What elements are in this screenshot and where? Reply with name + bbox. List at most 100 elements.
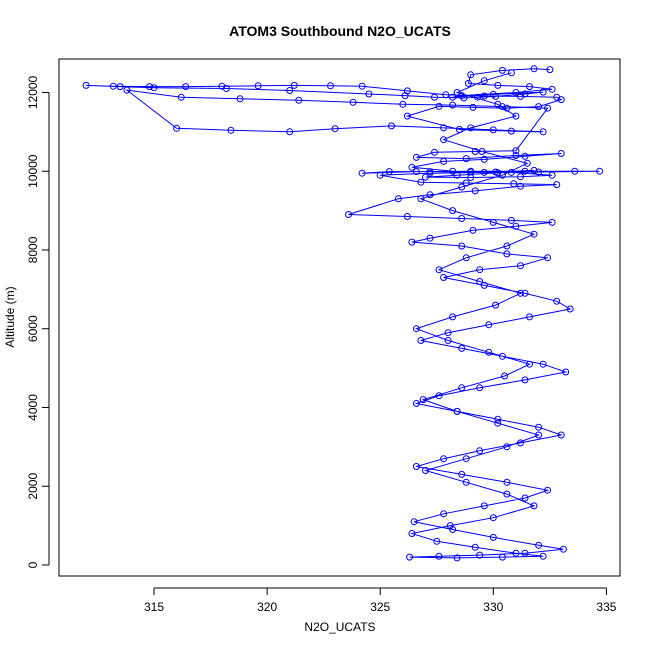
data-point (494, 81, 502, 89)
data-point (467, 71, 475, 79)
data-point (517, 262, 524, 270)
data-point (480, 92, 488, 100)
x-tick-label: 325 (370, 600, 390, 614)
data-point (426, 191, 434, 199)
data-point (449, 167, 457, 175)
data-point (426, 234, 434, 242)
data-point (385, 168, 393, 176)
data-point (444, 337, 452, 344)
data-point (535, 103, 543, 111)
data-point (535, 168, 543, 176)
data-point (539, 128, 547, 136)
data-point (548, 85, 556, 93)
data-point (512, 222, 520, 230)
data-point (530, 502, 538, 510)
data-point (462, 155, 470, 163)
data-point (485, 321, 493, 329)
data-point (489, 218, 497, 226)
series-layer (82, 65, 604, 562)
data-point (539, 552, 547, 560)
data-point (403, 87, 411, 95)
data-point (173, 124, 181, 132)
data-point (512, 112, 520, 120)
data-point (535, 431, 543, 439)
data-point (562, 368, 570, 376)
data-point (417, 178, 425, 186)
data-point (449, 101, 457, 109)
data-point (408, 530, 416, 537)
data-point (523, 159, 531, 167)
data-point (571, 167, 579, 175)
data-point (521, 494, 529, 502)
data-point (512, 152, 520, 159)
data-point (501, 372, 509, 380)
data-point (517, 182, 524, 190)
data-point (358, 169, 366, 177)
data-point (218, 82, 226, 90)
data-point (406, 553, 414, 561)
data-point (453, 89, 461, 96)
data-point (596, 167, 604, 175)
data-point (469, 226, 477, 234)
x-axis: 315 320 325 330 335 (144, 587, 617, 614)
data-point (431, 93, 438, 101)
data-point (471, 187, 479, 195)
data-point (435, 102, 443, 110)
data-point (444, 329, 452, 337)
data-point (412, 153, 420, 161)
data-point (544, 104, 552, 112)
data-point (507, 216, 515, 224)
data-point (480, 168, 488, 176)
data-point (530, 166, 538, 174)
data-point (412, 168, 420, 176)
data-point (476, 447, 484, 455)
data-point (544, 486, 552, 494)
data-point (286, 128, 294, 136)
y-tick-label: 8000 (26, 236, 40, 263)
data-point (476, 551, 484, 559)
data-point (471, 543, 479, 551)
data-point (146, 83, 153, 91)
data-point (449, 207, 457, 215)
data-point (489, 514, 497, 522)
data-point (485, 348, 493, 356)
data-point (521, 152, 529, 160)
y-axis: 0 2000 4000 6000 8000 10000 12000 (26, 75, 50, 568)
x-tick-label: 335 (596, 600, 616, 614)
data-point (507, 168, 515, 176)
data-point (435, 392, 443, 400)
data-point (526, 360, 533, 368)
data-point (399, 100, 407, 108)
data-point (426, 169, 434, 177)
data-point (440, 124, 448, 132)
data-point (345, 211, 352, 218)
data-point (539, 360, 547, 368)
data-point (412, 400, 420, 407)
data-point (503, 242, 511, 250)
data-point (489, 90, 497, 98)
data-point (480, 502, 488, 510)
data-point (349, 98, 357, 106)
data-point (331, 125, 339, 133)
data-point (539, 88, 547, 96)
data-point (476, 266, 484, 274)
data-point (327, 82, 334, 90)
data-point (449, 93, 457, 101)
y-axis-label: Altitude (m) (3, 286, 17, 347)
data-point (544, 254, 552, 262)
data-point (453, 407, 461, 415)
data-point (489, 126, 497, 134)
data-point (557, 96, 565, 104)
data-point (498, 553, 506, 561)
data-point (365, 90, 373, 98)
data-point (462, 179, 470, 187)
x-axis-label: N2O_UCATS (304, 620, 375, 634)
data-point (480, 77, 488, 85)
data-point (503, 490, 511, 498)
data-point (150, 84, 158, 92)
data-point (478, 148, 486, 155)
data-point (286, 87, 294, 94)
data-point (431, 148, 438, 156)
data-point (503, 250, 511, 258)
